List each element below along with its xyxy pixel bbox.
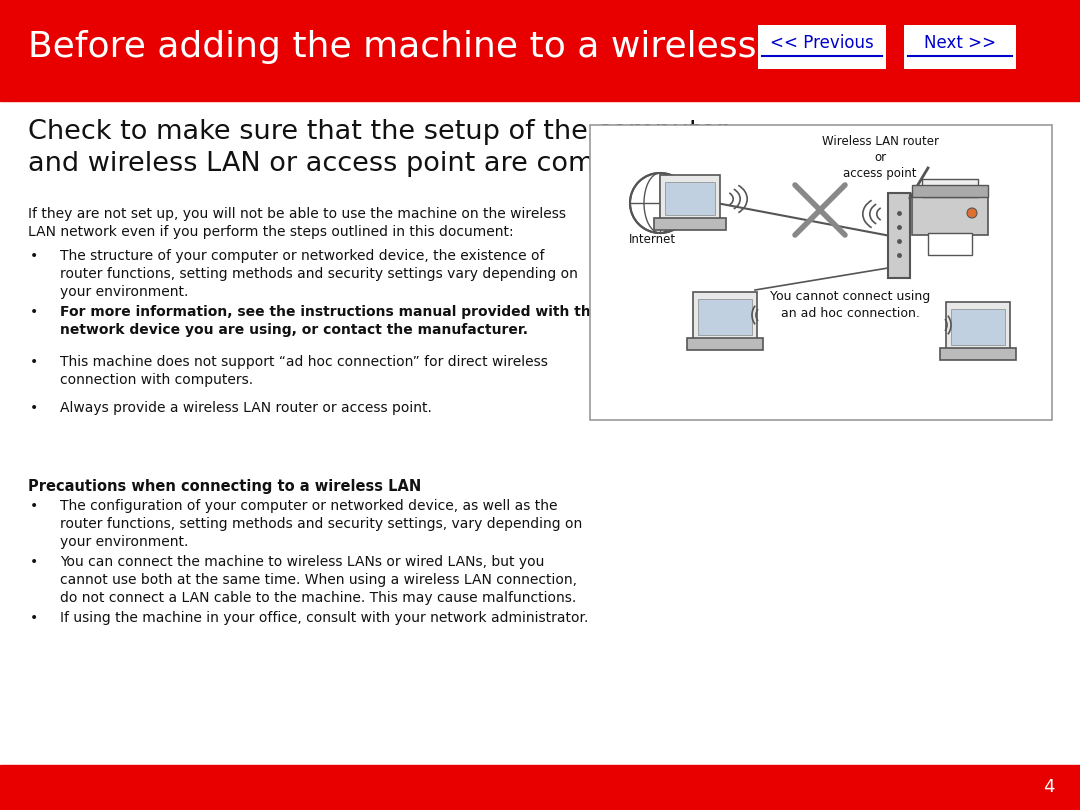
Text: Check to make sure that the setup of the computer
and wireless LAN or access poi: Check to make sure that the setup of the… [28,119,728,177]
Bar [922,179,978,197]
Text: You can connect the machine to wireless LANs or wired LANs, but you
cannot use b: You can connect the machine to wireless … [60,555,577,605]
Text: •: • [30,499,38,513]
Bar [940,348,1016,360]
Bar [912,185,988,197]
Bar [660,175,720,220]
Bar [912,195,988,235]
Circle shape [967,208,977,218]
Text: If using the machine in your office, consult with your network administrator.: If using the machine in your office, con… [60,611,589,625]
Text: For more information, see the instructions manual provided with the
network devi: For more information, see the instructio… [60,305,600,337]
Bar [687,338,762,350]
Text: •: • [30,355,38,369]
Bar [888,193,910,278]
Text: •: • [30,401,38,415]
Bar [698,299,752,335]
Text: If they are not set up, you will not be able to use the machine on the wireless
: If they are not set up, you will not be … [28,207,566,240]
Bar [0,0,1080,93]
Text: •: • [30,305,38,319]
Bar [0,93,1080,101]
Bar [951,309,1005,345]
Text: The configuration of your computer or networked device, as well as the
router fu: The configuration of your computer or ne… [60,499,582,549]
Bar [904,24,1016,69]
Text: Precautions when connecting to a wireless LAN: Precautions when connecting to a wireles… [28,479,421,494]
Text: The structure of your computer or networked device, the existence of
router func: The structure of your computer or networ… [60,249,578,300]
Text: •: • [30,611,38,625]
Text: •: • [30,249,38,263]
Bar [693,292,757,340]
Text: This machine does not support “ad hoc connection” for direct wireless
connection: This machine does not support “ad hoc co… [60,355,548,387]
Text: Internet: Internet [629,233,676,246]
Bar [654,218,726,230]
Bar [0,765,1080,810]
Bar [590,125,1052,420]
Text: << Previous: << Previous [770,35,874,53]
Bar [946,302,1010,350]
Text: Next >>: Next >> [923,35,996,53]
Text: Always provide a wireless LAN router or access point.: Always provide a wireless LAN router or … [60,401,432,415]
Text: 4: 4 [1043,778,1055,796]
Text: You cannot connect using
an ad hoc connection.: You cannot connect using an ad hoc conne… [770,290,930,320]
Text: Wireless LAN router
or
access point: Wireless LAN router or access point [822,135,939,180]
Bar [928,233,972,255]
Text: Before adding the machine to a wireless LAN: Before adding the machine to a wireless … [28,29,840,63]
Bar [665,182,715,215]
Text: •: • [30,555,38,569]
Bar [758,24,886,69]
